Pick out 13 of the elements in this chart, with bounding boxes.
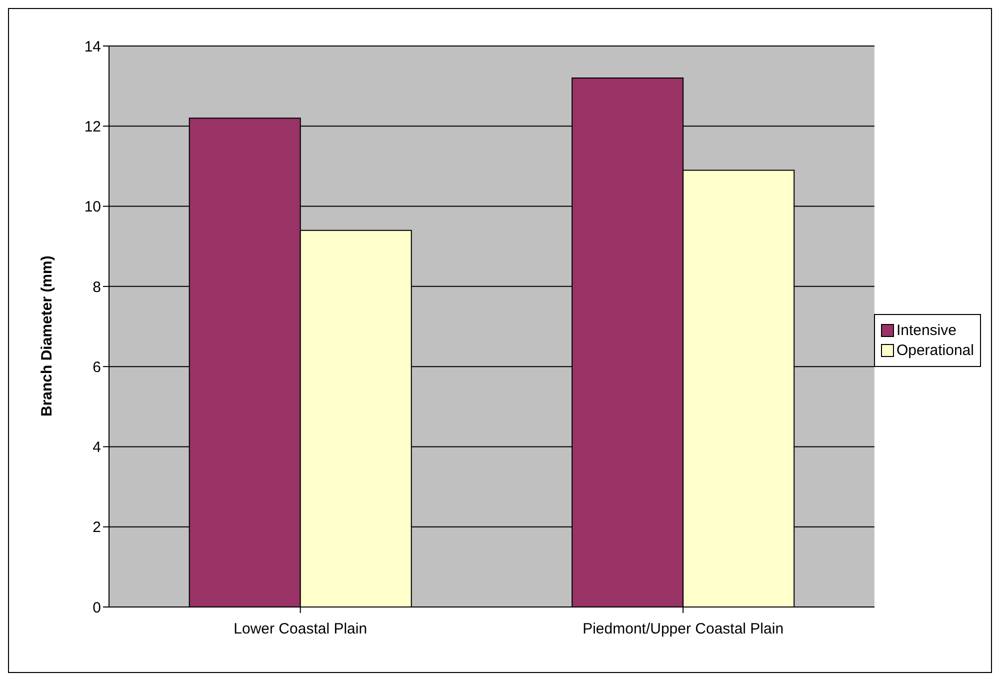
y-tick-label: 0 bbox=[92, 599, 101, 616]
y-tick-label: 2 bbox=[92, 519, 101, 536]
y-tick-label: 4 bbox=[92, 439, 101, 456]
y-tick-label: 12 bbox=[84, 118, 101, 136]
legend-label: Operational bbox=[896, 342, 974, 359]
y-tick-label: 6 bbox=[92, 358, 101, 376]
legend-label: Intensive bbox=[896, 322, 956, 339]
y-tick-label: 10 bbox=[84, 198, 101, 216]
x-tick-label: Lower Coastal Plain bbox=[234, 620, 368, 638]
y-tick-label: 14 bbox=[84, 38, 101, 56]
y-tick-label: 8 bbox=[92, 278, 101, 296]
y-axis-title: Branch Diameter (mm) bbox=[38, 256, 56, 416]
x-tick-label: Piedmont/Upper Coastal Plain bbox=[582, 620, 784, 638]
